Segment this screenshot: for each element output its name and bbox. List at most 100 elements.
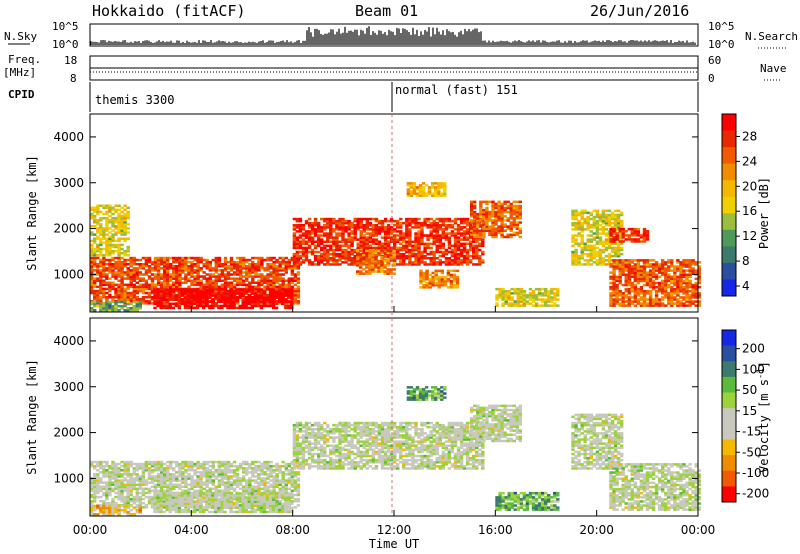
cell-4439 [525, 296, 530, 299]
cell-3449 [571, 213, 575, 217]
cell-2444 [396, 248, 400, 252]
cell-3273 [437, 286, 441, 289]
cell-476 [169, 265, 173, 268]
cell-2095 [335, 240, 339, 243]
cell-1537 [281, 302, 285, 306]
cell-1896 [298, 240, 303, 243]
cell-2037 [326, 250, 330, 254]
cell-3924 [624, 281, 628, 285]
cell-1322 [192, 292, 197, 295]
cell-3170 [409, 184, 414, 187]
cell-3862 [612, 267, 616, 270]
cell-990 [260, 289, 264, 293]
cell-3583 [595, 252, 600, 256]
cell-77 [102, 467, 106, 470]
cell-4169 [664, 263, 668, 266]
cell-223 [126, 273, 130, 276]
cell-3732 [616, 242, 621, 246]
cell-3258 [428, 277, 432, 281]
cell-3792 [624, 230, 628, 233]
cell-3123 [512, 223, 516, 226]
cell-3546 [589, 254, 593, 258]
cell-640 [196, 263, 200, 266]
cell-2049 [326, 217, 330, 221]
cell-14 [90, 265, 94, 268]
cell-2447 [396, 238, 400, 241]
cell-3082 [500, 204, 504, 208]
cell-1662 [93, 216, 97, 220]
cell-2673 [435, 226, 439, 229]
cell-288 [138, 475, 142, 478]
cell-325 [144, 273, 149, 276]
cell-2883 [475, 254, 479, 258]
cell-2345 [377, 240, 382, 243]
cell-1334 [198, 304, 203, 308]
cell-908 [245, 273, 249, 276]
cell-3086 [503, 225, 507, 228]
cell-913 [245, 260, 249, 264]
cell-3801 [630, 230, 634, 233]
cell-509 [175, 271, 179, 274]
cell-94 [105, 469, 109, 472]
cell-1153 [287, 281, 291, 284]
cell-3935 [627, 304, 631, 307]
cell-798 [226, 289, 231, 293]
cell-3523 [583, 209, 587, 213]
cell-93 [105, 298, 109, 301]
cell-4219 [673, 271, 677, 274]
cell-1906 [301, 259, 306, 262]
cell-2153 [344, 228, 348, 231]
cell-3427 [392, 262, 396, 265]
cell-1708 [102, 233, 106, 236]
cell-2789 [456, 232, 461, 235]
cell-2556 [414, 224, 418, 227]
cell-3205 [431, 182, 435, 185]
cell-3510 [580, 209, 584, 213]
cell-62 [99, 462, 103, 466]
cell-307 [141, 467, 146, 470]
cell-875 [239, 267, 243, 270]
cell-2490 [405, 250, 409, 254]
cell-475 [169, 267, 173, 270]
cell-1297 [183, 290, 188, 293]
cell-2575 [417, 232, 421, 235]
cell-979 [257, 267, 261, 270]
cell-3840 [609, 277, 613, 281]
cell-3425 [392, 268, 396, 271]
cell-3131 [512, 204, 516, 208]
cell-151 [114, 265, 118, 268]
cell-3809 [636, 240, 641, 243]
cell-3128 [512, 210, 516, 214]
cell-324 [144, 279, 149, 282]
cell-323 [144, 281, 149, 284]
cell-840 [232, 267, 237, 270]
cell-3895 [618, 269, 622, 272]
cell-1951 [310, 263, 315, 266]
cell-4054 [645, 281, 650, 285]
cell-2758 [453, 259, 458, 262]
cell-887 [242, 279, 246, 282]
cell-4226 [676, 298, 680, 301]
cell-1540 [281, 296, 285, 299]
cell-1832 [123, 225, 127, 228]
cell-1972 [313, 244, 318, 248]
cell-1779 [114, 227, 118, 230]
cell-2792 [456, 226, 461, 229]
cell-3185 [418, 188, 423, 191]
cell-4110 [654, 281, 659, 285]
cell-683 [205, 273, 209, 276]
cell-2824 [462, 232, 467, 235]
cell-2676 [435, 217, 439, 221]
cell-3457 [574, 252, 578, 256]
cell-1995 [317, 228, 321, 231]
cell-2012 [320, 226, 324, 229]
cell-3166 [409, 194, 414, 197]
cell-2123 [341, 257, 345, 260]
cell-2148 [344, 244, 348, 248]
cell-964 [254, 265, 258, 268]
cell-1118 [281, 283, 285, 287]
cell-3661 [607, 257, 612, 260]
cell-2385 [383, 217, 388, 221]
cell-383 [153, 260, 158, 264]
cell-3264 [431, 275, 435, 279]
